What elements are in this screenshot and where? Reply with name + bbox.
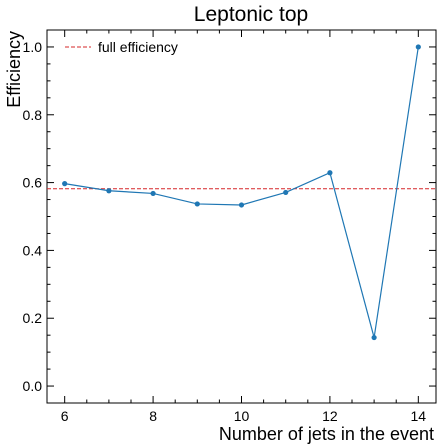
y-tick-label: 0.8	[23, 107, 43, 123]
y-axis-label: Efficiency	[4, 31, 24, 108]
x-tick-label: 12	[322, 408, 338, 424]
series-line-0	[64, 46, 419, 338]
data-point	[194, 201, 200, 207]
data-point	[62, 181, 68, 187]
data-point	[106, 188, 112, 194]
data-point	[415, 44, 421, 50]
y-tick-label: 0.6	[23, 175, 43, 191]
x-tick-label: 6	[61, 408, 69, 424]
legend: full efficiency	[65, 39, 178, 55]
plot-frame	[46, 29, 437, 404]
y-tick-label: 0.2	[23, 310, 43, 326]
y-tick-label: 0.0	[23, 378, 43, 394]
data-point	[238, 202, 245, 208]
x-tick-label: 8	[149, 408, 157, 424]
data-point	[150, 190, 156, 197]
y-tick-label: 0.4	[23, 242, 43, 258]
legend-label-full-efficiency: full efficiency	[98, 39, 178, 55]
x-tick-label: 14	[411, 408, 427, 424]
data-point	[371, 334, 377, 341]
y-tick-label: 1.0	[23, 39, 43, 55]
data-point	[327, 170, 333, 176]
data-point	[283, 189, 289, 196]
chart-title: Leptonic top	[194, 3, 308, 26]
x-tick-label: 10	[234, 408, 250, 424]
x-axis-label: Number of jets in the event	[219, 424, 434, 444]
